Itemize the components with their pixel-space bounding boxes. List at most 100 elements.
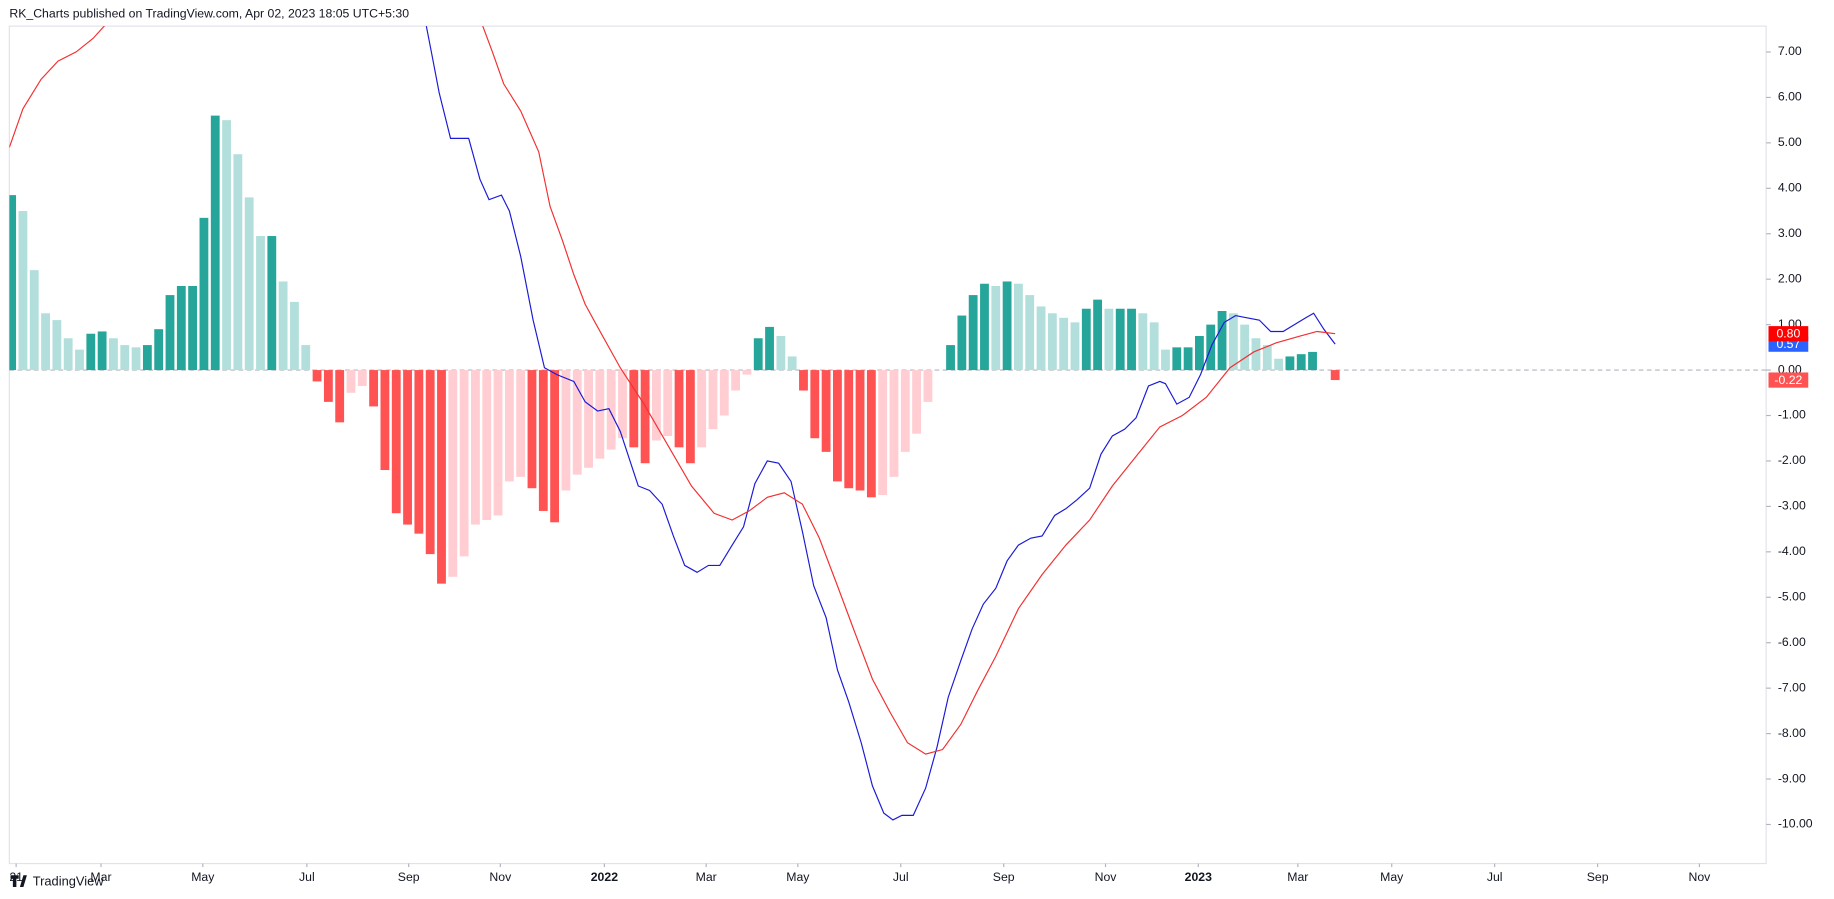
histogram-bar — [1138, 313, 1148, 371]
x-tick-label: May — [786, 870, 810, 884]
histogram-bar — [1115, 308, 1125, 371]
histogram-bar — [1240, 324, 1250, 371]
histogram-bar — [708, 370, 718, 430]
histogram-bar — [448, 370, 458, 577]
histogram-bar — [142, 345, 152, 371]
histogram-bar — [1285, 356, 1295, 371]
histogram-bar — [256, 236, 265, 371]
histogram-bar — [493, 370, 503, 516]
histogram-bar — [403, 370, 412, 525]
histogram-bar — [120, 345, 130, 371]
histogram-bar — [572, 370, 582, 475]
histogram-bar — [1081, 308, 1091, 371]
histogram-bar — [618, 370, 627, 439]
histogram-bar — [1183, 347, 1193, 371]
histogram-bar — [968, 295, 978, 371]
y-tick-label: -7.00 — [1778, 680, 1806, 694]
histogram-bar — [561, 370, 571, 491]
x-tick-label: Nov — [489, 870, 512, 884]
y-tick-label: -5.00 — [1778, 590, 1806, 604]
histogram-bar — [380, 370, 390, 471]
histogram-bar — [810, 370, 820, 439]
histogram-bar — [222, 120, 231, 371]
axes: 7.006.005.004.003.002.001.000.00-1.00-2.… — [9, 44, 1812, 884]
histogram-bar — [233, 154, 243, 371]
histogram-bar — [437, 370, 446, 584]
histogram-bar — [290, 301, 299, 371]
histogram-bar — [346, 370, 356, 393]
histogram-bar — [889, 370, 899, 477]
histogram-bar — [946, 345, 955, 371]
histogram-bar — [1127, 308, 1136, 371]
histogram-bar — [1274, 358, 1284, 371]
histogram-bar — [685, 370, 695, 464]
histogram-bar — [109, 338, 118, 371]
histogram-bar — [323, 370, 333, 402]
histogram-bar — [1228, 313, 1238, 371]
histogram-bar — [652, 370, 661, 441]
histogram-bar — [97, 331, 107, 371]
y-tick-label: 4.00 — [1778, 181, 1802, 195]
histogram-bar — [606, 370, 616, 450]
histogram-bar — [753, 338, 763, 371]
x-tick-label: Sep — [1587, 870, 1609, 884]
histogram-bar — [1014, 283, 1023, 371]
histogram-bar — [731, 370, 741, 391]
histogram-bar — [357, 370, 367, 386]
histogram-bar — [63, 338, 73, 371]
histogram-bar — [52, 320, 62, 371]
histogram-bar — [1172, 347, 1182, 371]
footer-logo: TradingView — [10, 874, 104, 889]
histogram-bar — [1104, 308, 1114, 371]
histogram-bar — [991, 286, 1001, 371]
histogram-bar — [9, 195, 17, 371]
histogram-bar — [855, 370, 865, 491]
histogram-bar — [176, 286, 186, 371]
histogram-bar — [278, 281, 288, 371]
histogram-bar — [1195, 335, 1204, 371]
histogram-bar — [1002, 281, 1012, 371]
histogram-bar — [1251, 338, 1261, 371]
plot-border — [8, 25, 1767, 865]
line — [9, 26, 1336, 755]
x-tick-label: Sep — [398, 870, 420, 884]
histogram-bar — [742, 370, 752, 375]
histogram-bar — [1149, 322, 1159, 371]
histogram-bar — [1330, 370, 1340, 381]
histogram-bar — [414, 370, 424, 534]
histogram-bar — [844, 370, 854, 489]
histogram-bar — [550, 370, 560, 523]
histogram-bar — [1047, 313, 1057, 371]
histogram-bar — [154, 329, 164, 371]
y-tick-label: -2.00 — [1778, 453, 1806, 467]
x-tick-label: Mar — [696, 870, 717, 884]
histogram-bar — [312, 370, 322, 382]
x-tick-label: Mar — [1287, 870, 1308, 884]
plot — [9, 26, 1767, 821]
histogram-bar — [41, 313, 50, 371]
y-tick-label: 7.00 — [1778, 44, 1802, 58]
histogram-bar — [833, 370, 842, 482]
histogram-bar — [821, 370, 831, 452]
histogram-bar — [866, 370, 876, 498]
histogram-bar — [912, 370, 922, 434]
histogram-bar — [18, 211, 28, 371]
histogram-bar — [787, 356, 797, 371]
histogram-bar — [595, 370, 605, 459]
histogram-bar — [1059, 317, 1069, 371]
histogram-bar — [199, 217, 209, 371]
y-tick-label: -9.00 — [1778, 771, 1806, 785]
histogram-bar — [799, 370, 808, 391]
last-value-label: -0.22 — [1774, 373, 1802, 387]
histogram-bar — [86, 333, 96, 371]
histogram-bar — [459, 370, 469, 557]
y-tick-label: -6.00 — [1778, 635, 1806, 649]
histogram-bar — [131, 347, 141, 371]
header: RK_Charts published on TradingView.com, … — [9, 7, 409, 21]
histogram-bar — [538, 370, 548, 511]
last-value-box — [1768, 372, 1809, 388]
histogram-bar — [1093, 299, 1103, 371]
line — [425, 26, 1336, 821]
